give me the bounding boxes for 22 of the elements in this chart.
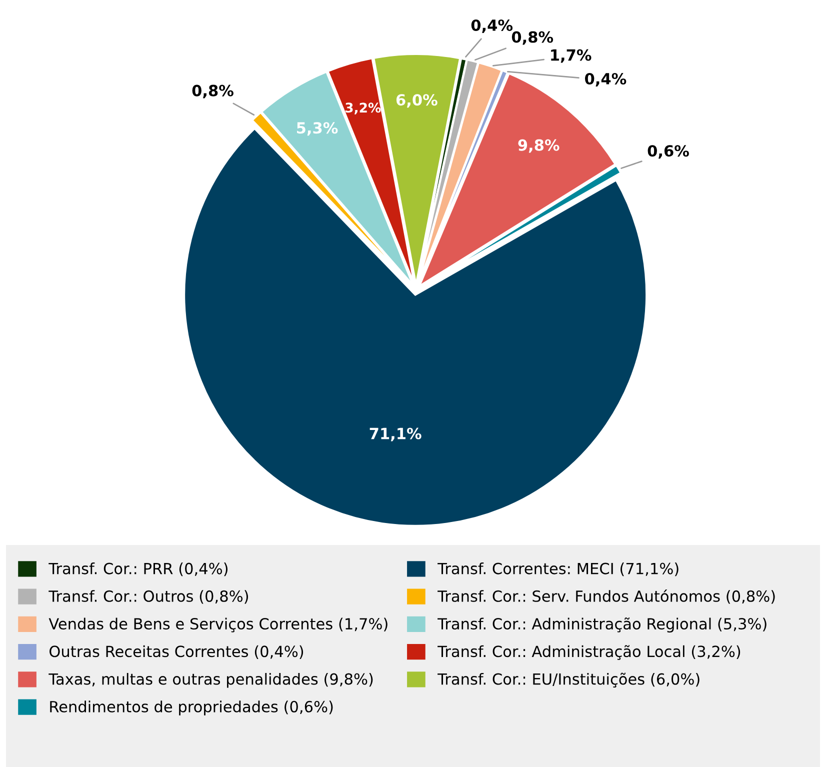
data-label: 6,0% bbox=[396, 94, 438, 108]
data-label: 0,8% bbox=[512, 31, 554, 45]
legend-label: Transf. Correntes: MECI (71,1%) bbox=[438, 562, 678, 576]
legend-label: Taxas, multas e outras penalidades (9,8%) bbox=[48, 672, 373, 688]
legend-label: Transf. Cor.: Outros (0,8%) bbox=[48, 590, 248, 604]
legend-label: Transf. Cor.: Administração Regional (5,3%) bbox=[438, 617, 766, 633]
data-label: 0,4% bbox=[471, 19, 513, 33]
legend-label: Transf. Cor.: Serv. Fundos Autónomos (0,8%) bbox=[438, 590, 775, 604]
legend-label: Transf. Cor.: PRR (0,4%) bbox=[48, 562, 228, 576]
legend-label: Rendimentos de propriedades (0,6%) bbox=[50, 700, 333, 716]
data-label: 71,1% bbox=[370, 428, 422, 442]
data-label: 1,7% bbox=[551, 49, 592, 63]
legend-label: Vendas de Bens e Serviços Correntes (1,7%) bbox=[48, 618, 388, 632]
legend-label: Outras Receitas Correntes (0,4%) bbox=[50, 645, 304, 659]
legend-label: Transf. Cor.: EU/Instituições (6,0%) bbox=[438, 672, 700, 688]
data-label: 9,8% bbox=[518, 139, 560, 153]
data-label: 0,8% bbox=[192, 84, 234, 98]
legend-label: Transf. Cor.: Administração Local (3,2%) bbox=[438, 645, 740, 660]
data-label: 5,3% bbox=[297, 122, 338, 136]
data-label: 0,4% bbox=[585, 72, 626, 86]
data-label: 3,2% bbox=[345, 102, 381, 114]
data-label: 0,6% bbox=[648, 145, 689, 159]
